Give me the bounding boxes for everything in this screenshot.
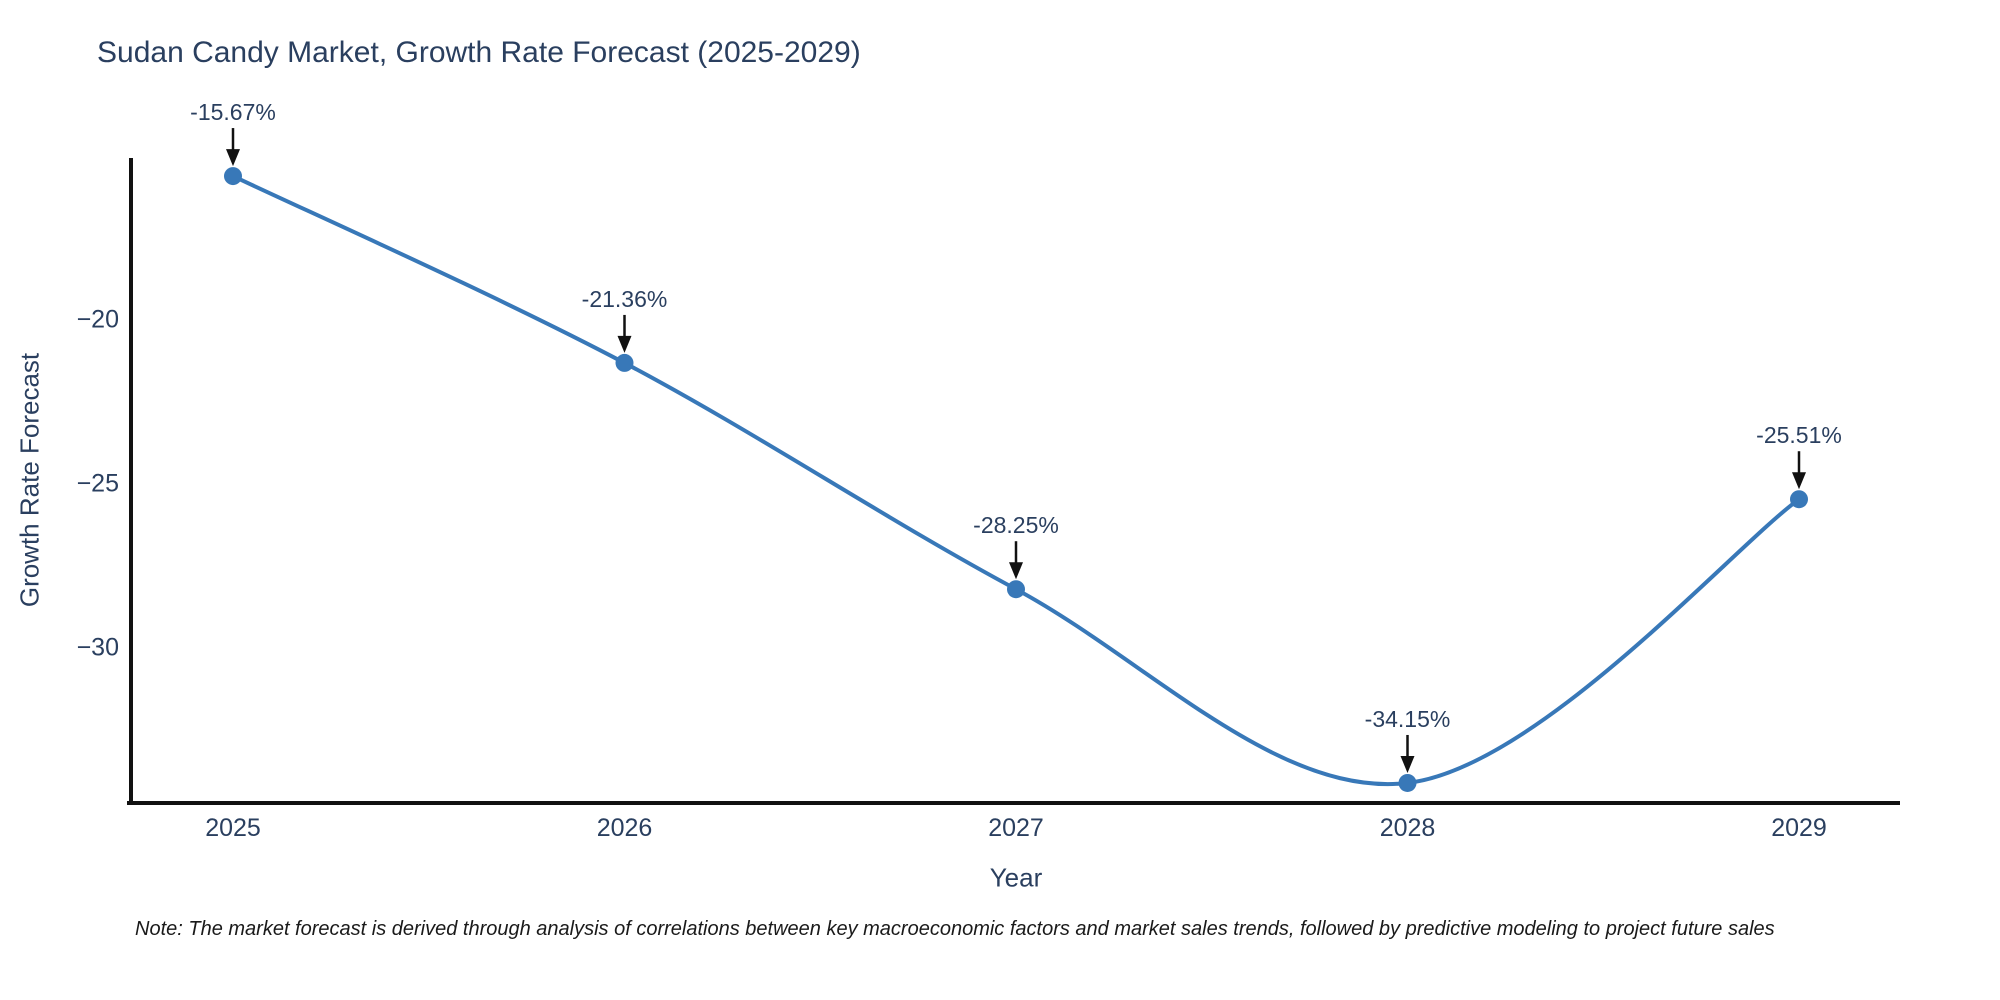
x-tick-label: 2029	[1771, 814, 1827, 842]
point-annotation: -21.36%	[582, 286, 668, 312]
data-point-2029	[1790, 490, 1808, 509]
data-point-2027	[1007, 580, 1025, 599]
point-annotation: -15.67%	[190, 99, 276, 125]
y-tick-label: −20	[77, 305, 119, 333]
point-annotation: -34.15%	[1365, 706, 1451, 732]
annotation-arrowhead	[226, 149, 240, 167]
annotation-arrowhead	[1792, 472, 1806, 490]
data-point-2025	[224, 167, 242, 186]
chart-title: Sudan Candy Market, Growth Rate Forecast…	[97, 36, 861, 69]
x-tick-label: 2025	[205, 814, 261, 842]
data-point-2026	[615, 353, 634, 372]
data-point-2028	[1398, 773, 1417, 792]
annotation-arrowhead	[617, 335, 632, 353]
x-tick-label: 2027	[988, 814, 1044, 842]
y-tick-label: −30	[77, 634, 119, 662]
forecast-line	[231, 174, 1801, 787]
point-annotation: -25.51%	[1756, 422, 1842, 448]
y-tick-label: −25	[77, 469, 119, 497]
x-tick-label: 2026	[597, 814, 653, 842]
footnote: Note: The market forecast is derived thr…	[135, 918, 1775, 940]
x-axis-title: Year	[989, 862, 1043, 893]
x-tick-label: 2028	[1380, 814, 1436, 842]
annotation-arrowhead	[1009, 562, 1023, 580]
annotation-arrowhead	[1400, 755, 1415, 773]
point-annotation: -28.25%	[973, 512, 1059, 538]
